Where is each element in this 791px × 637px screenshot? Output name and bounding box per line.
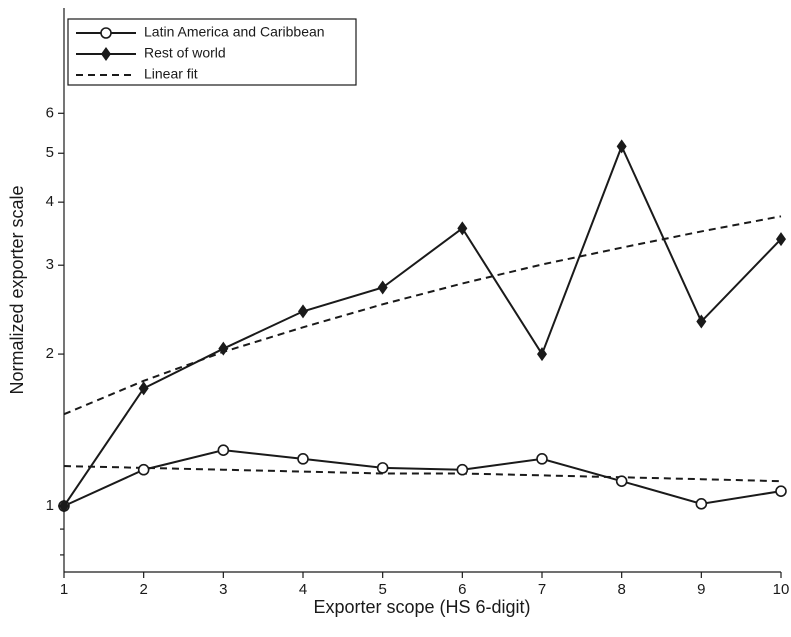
x-tick-label: 5: [378, 581, 386, 598]
point: [297, 453, 309, 465]
y-tick-label: 2: [46, 345, 54, 362]
point: [537, 347, 547, 362]
point: [59, 499, 69, 514]
legend-label: Latin America and Caribbean: [144, 24, 325, 40]
y-tick-label: 5: [46, 144, 54, 161]
point: [616, 139, 627, 154]
x-tick-label: 3: [219, 581, 227, 598]
fit-line: [63, 215, 782, 416]
x-tick-label: 10: [773, 581, 790, 598]
point: [376, 462, 389, 474]
legend-marker: [100, 27, 112, 39]
legend: [67, 18, 357, 86]
y-tick-label: 4: [46, 193, 54, 210]
series-line: [63, 449, 782, 507]
y-tick-label: 1: [46, 497, 54, 514]
point: [217, 444, 230, 456]
point: [377, 280, 388, 295]
point: [298, 304, 308, 319]
point: [138, 381, 149, 396]
point: [775, 485, 787, 497]
point: [695, 498, 708, 510]
x-tick-label: 2: [139, 581, 147, 598]
point: [457, 221, 468, 236]
y-tick-label: 6: [46, 104, 54, 121]
point: [696, 314, 707, 329]
point: [456, 463, 469, 476]
x-tick-label: 1: [60, 581, 68, 598]
x-axis-label: Exporter scope (HS 6-digit): [313, 597, 530, 617]
y-tick-label: 3: [46, 256, 54, 273]
legend-marker: [101, 47, 111, 61]
y-axis-label: Normalized exporter scale: [7, 185, 27, 394]
point: [218, 341, 229, 356]
legend-label: Rest of world: [144, 45, 226, 61]
point: [137, 463, 150, 476]
series-line: [63, 143, 782, 507]
legend-label: Linear fit: [144, 66, 198, 82]
point: [536, 453, 548, 465]
x-tick-label: 7: [538, 581, 546, 598]
point: [615, 475, 628, 487]
x-tick-label: 4: [299, 581, 307, 598]
x-tick-label: 6: [458, 581, 466, 598]
x-tick-label: 9: [697, 581, 705, 598]
x-tick-label: 8: [617, 581, 625, 598]
point: [776, 232, 786, 247]
